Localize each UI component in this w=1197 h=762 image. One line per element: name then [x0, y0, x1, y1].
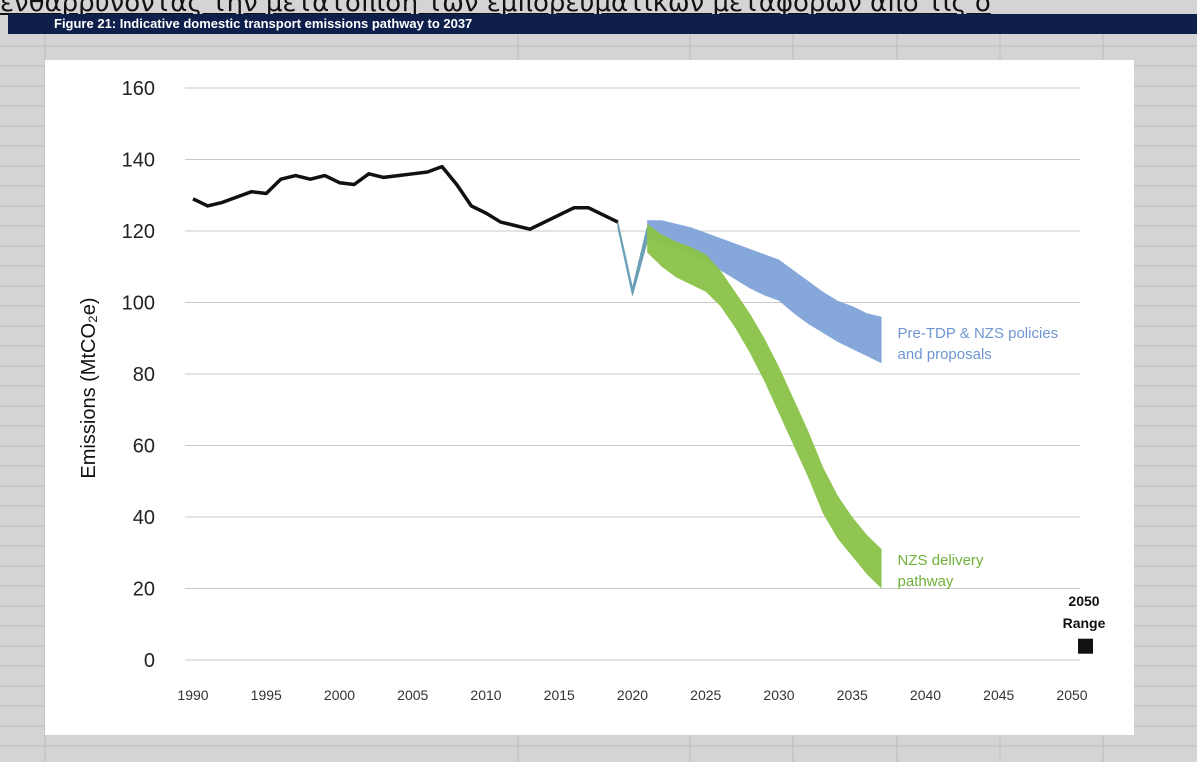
pre-tdp-nzs-label: Pre-TDP & NZS policies [898, 325, 1059, 342]
y-tick-label: 80 [133, 364, 155, 386]
historical-emissions-line [192, 164, 619, 231]
nzs-delivery-label: NZS delivery [898, 552, 984, 569]
y-tick-label: 160 [122, 78, 155, 100]
figure-title: Figure 21: Indicative domestic transport… [8, 14, 1197, 34]
x-tick-label: 2020 [617, 687, 648, 703]
x-tick-label: 2045 [983, 687, 1014, 703]
x-tick-label: 1995 [251, 687, 282, 703]
nzs-delivery-band [647, 223, 882, 589]
projection-bands [617, 220, 882, 589]
y-tick-label: 140 [122, 150, 155, 172]
x-tick-label: 2005 [397, 687, 428, 703]
pre-tdp-nzs-label: and proposals [898, 346, 992, 363]
x-tick-label: 2030 [763, 687, 794, 703]
y-tick-label: 0 [144, 650, 155, 672]
covid-dip-band [617, 221, 648, 296]
marker-2050-label: Range [1063, 615, 1106, 631]
series-labels: Pre-TDP & NZS policies and proposals NZS d… [898, 325, 1106, 631]
y-axis-label: Emissions (MtCO₂e) [78, 297, 100, 478]
x-tick-label: 2025 [690, 687, 721, 703]
marker-2050-range [1078, 638, 1093, 654]
y-tick-label: 60 [133, 436, 155, 458]
y-tick-label: 120 [122, 221, 155, 243]
x-tick-label: 2050 [1056, 687, 1087, 703]
x-tick-label: 2000 [324, 687, 355, 703]
y-tick-labels: 0 20 40 60 80 100 120 140 160 [122, 78, 155, 672]
y-tick-label: 20 [133, 579, 155, 601]
x-tick-label: 2010 [470, 687, 501, 703]
x-tick-label: 1990 [177, 687, 208, 703]
x-tick-label: 2040 [910, 687, 941, 703]
y-tick-label: 100 [122, 293, 155, 315]
x-tick-label: 2035 [837, 687, 868, 703]
nzs-delivery-label: pathway [898, 573, 954, 590]
series-lines [192, 164, 1093, 654]
y-tick-label: 40 [133, 507, 155, 529]
background-document-text: ενθαρρύνοντας την μετατόπιση των εμπορευ… [0, 0, 991, 18]
marker-2050-label: 2050 [1068, 593, 1099, 609]
x-tick-label: 2015 [544, 687, 575, 703]
gridlines [185, 87, 1080, 661]
chart-card: 0 20 40 60 80 100 120 140 160 1990 1995 2000 2005 20… [45, 60, 1134, 735]
x-tick-labels: 1990 1995 2000 2005 2010 2015 2020 2025 2030 2035… [177, 687, 1087, 703]
